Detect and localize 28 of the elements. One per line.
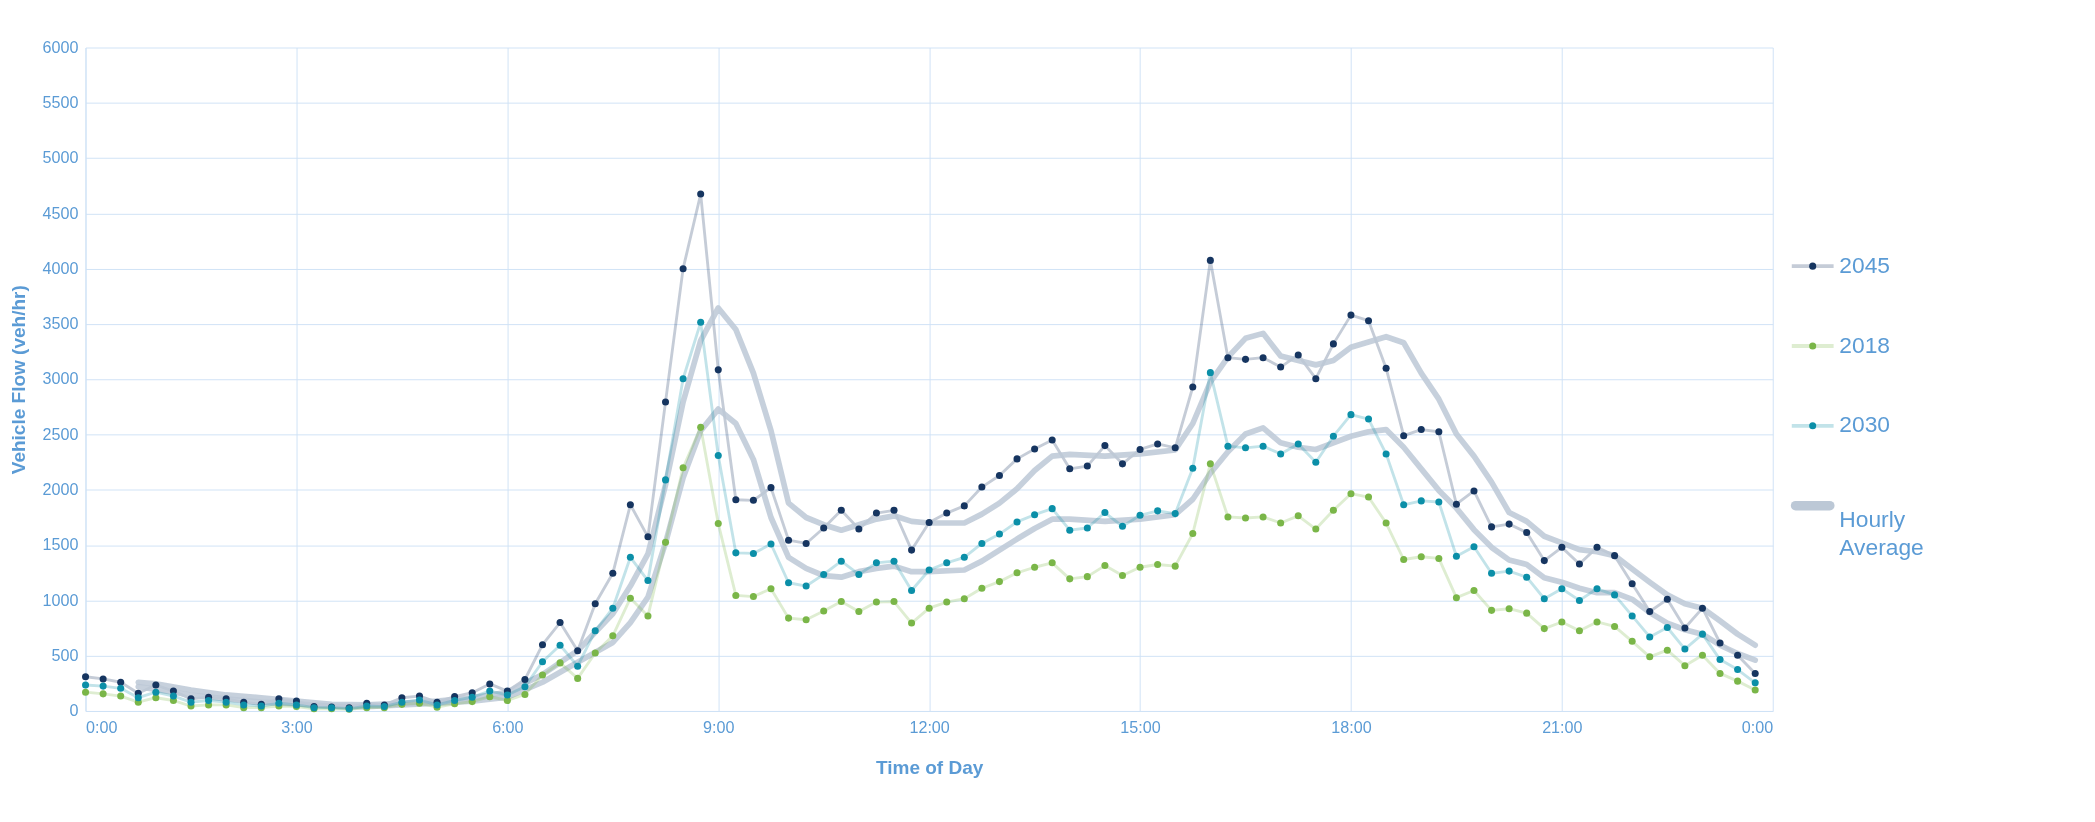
x-tick-label: 0:00 — [86, 718, 118, 737]
x-tick-label: 6:00 — [492, 718, 524, 737]
y-tick-label: 3500 — [42, 314, 79, 333]
y-tick-label: 4500 — [42, 203, 79, 222]
legend-label: Hourly Average — [1839, 505, 1924, 561]
y-tick-label: 5500 — [42, 93, 79, 112]
y-tick-label: 2500 — [42, 424, 79, 443]
x-tick-label: 21:00 — [1542, 718, 1583, 737]
x-tick-label: 0:00 — [1741, 718, 1774, 737]
y-tick-label: 500 — [51, 645, 79, 664]
y-tick-label: 6000 — [42, 37, 79, 56]
y-tick-label: 2000 — [42, 480, 79, 499]
y-tick-label: 5000 — [42, 148, 79, 167]
x-tick-label: 12:00 — [909, 718, 950, 737]
x-tick-label: 3:00 — [281, 718, 313, 737]
y-tick-label: 4000 — [42, 258, 79, 277]
legend-label: 2030 — [1839, 411, 1891, 438]
y-tick-label: 1500 — [42, 535, 79, 554]
legend-label: 2045 — [1839, 251, 1891, 278]
y-axis-title: Vehicle Flow (veh/hr) — [8, 285, 30, 475]
legend-label: 2018 — [1839, 331, 1891, 358]
y-tick-label: 1000 — [42, 590, 79, 609]
y-tick-label: 0 — [69, 701, 79, 720]
x-tick-label: 18:00 — [1331, 718, 1372, 737]
x-axis-title: Time of Day — [875, 757, 984, 779]
x-tick-label: 9:00 — [703, 718, 735, 737]
y-tick-label: 3000 — [42, 369, 79, 388]
x-tick-label: 15:00 — [1120, 718, 1161, 737]
